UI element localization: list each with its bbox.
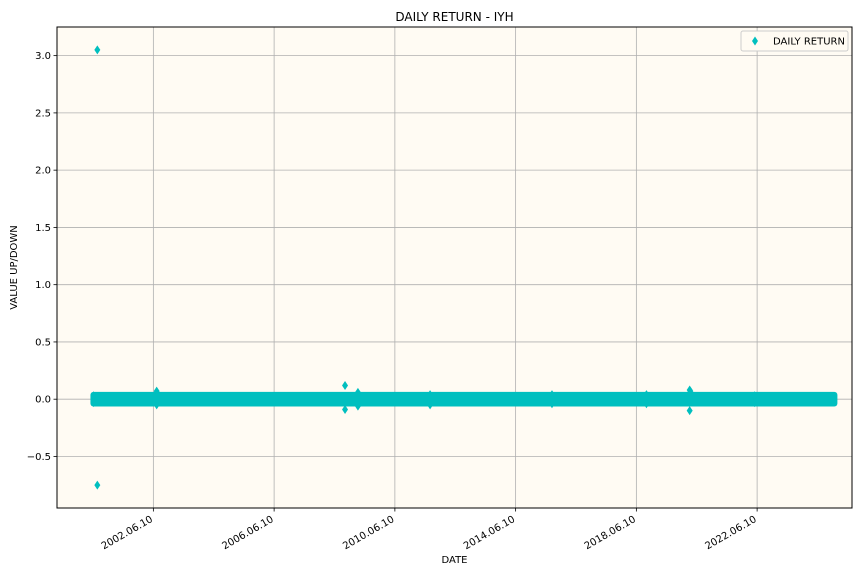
data-point-diamond xyxy=(94,45,101,55)
data-point-diamond xyxy=(548,399,555,409)
data-point-diamond xyxy=(153,400,160,410)
legend-label-daily-return: DAILY RETURN xyxy=(773,37,845,48)
y-tick-label: 2.0 xyxy=(35,166,51,177)
y-tick-label: 0.0 xyxy=(35,395,51,406)
legend-frame xyxy=(740,30,849,52)
x-axis-ticks: 2002.06.10 2006.06.10 2010.06.10 2014.06.10… xyxy=(100,508,759,552)
data-point-diamond xyxy=(354,387,361,397)
data-point-diamond xyxy=(94,480,101,490)
y-tick-label: −0.5 xyxy=(27,452,51,463)
chart-title: DAILY RETURN - IYH xyxy=(395,10,513,24)
data-point-diamond xyxy=(643,390,650,400)
data-point-diamond xyxy=(751,398,758,408)
data-point-diamond xyxy=(427,390,434,400)
y-tick-label: 2.5 xyxy=(35,108,51,119)
y-axis-label: VALUE UP/DOWN xyxy=(9,225,20,310)
data-point-diamond xyxy=(342,380,349,390)
y-tick-label: 0.5 xyxy=(35,337,51,348)
y-tick-label: 1.0 xyxy=(35,280,51,291)
y-tick-label: 3.0 xyxy=(35,51,51,62)
plot-area-frame xyxy=(56,26,853,509)
grid xyxy=(57,27,852,508)
data-point-diamond xyxy=(354,401,361,411)
x-axis-label: DATE xyxy=(441,555,467,566)
x-tick-label: 2018.06.10 xyxy=(583,514,638,552)
legend: DAILY RETURN xyxy=(740,30,849,52)
data-point-diamond xyxy=(686,406,693,416)
series-layer xyxy=(90,45,838,490)
data-point-diamond xyxy=(90,398,97,408)
data-point-diamond xyxy=(643,399,650,409)
data-point-diamond xyxy=(342,405,349,415)
x-tick-label: 2006.06.10 xyxy=(221,514,276,552)
data-point-diamond xyxy=(427,400,434,410)
data-point-diamond xyxy=(548,390,555,400)
x-tick-label: 2010.06.10 xyxy=(341,514,396,552)
legend-marker-diamond-icon xyxy=(752,36,758,46)
y-axis-ticks: −0.5 0.0 0.5 1.0 1.5 2.0 2.5 3.0 xyxy=(27,51,57,463)
data-point-diamond xyxy=(90,391,97,401)
plot-area-background xyxy=(57,27,852,508)
data-point-diamond xyxy=(687,386,694,396)
x-tick-label: 2002.06.10 xyxy=(100,514,155,552)
y-tick-label: 1.5 xyxy=(35,223,51,234)
x-tick-label: 2022.06.10 xyxy=(704,514,759,552)
data-point-diamond xyxy=(751,391,758,401)
data-point-diamond xyxy=(153,386,160,396)
x-tick-label: 2014.06.10 xyxy=(462,514,517,552)
daily-return-band xyxy=(90,391,838,407)
